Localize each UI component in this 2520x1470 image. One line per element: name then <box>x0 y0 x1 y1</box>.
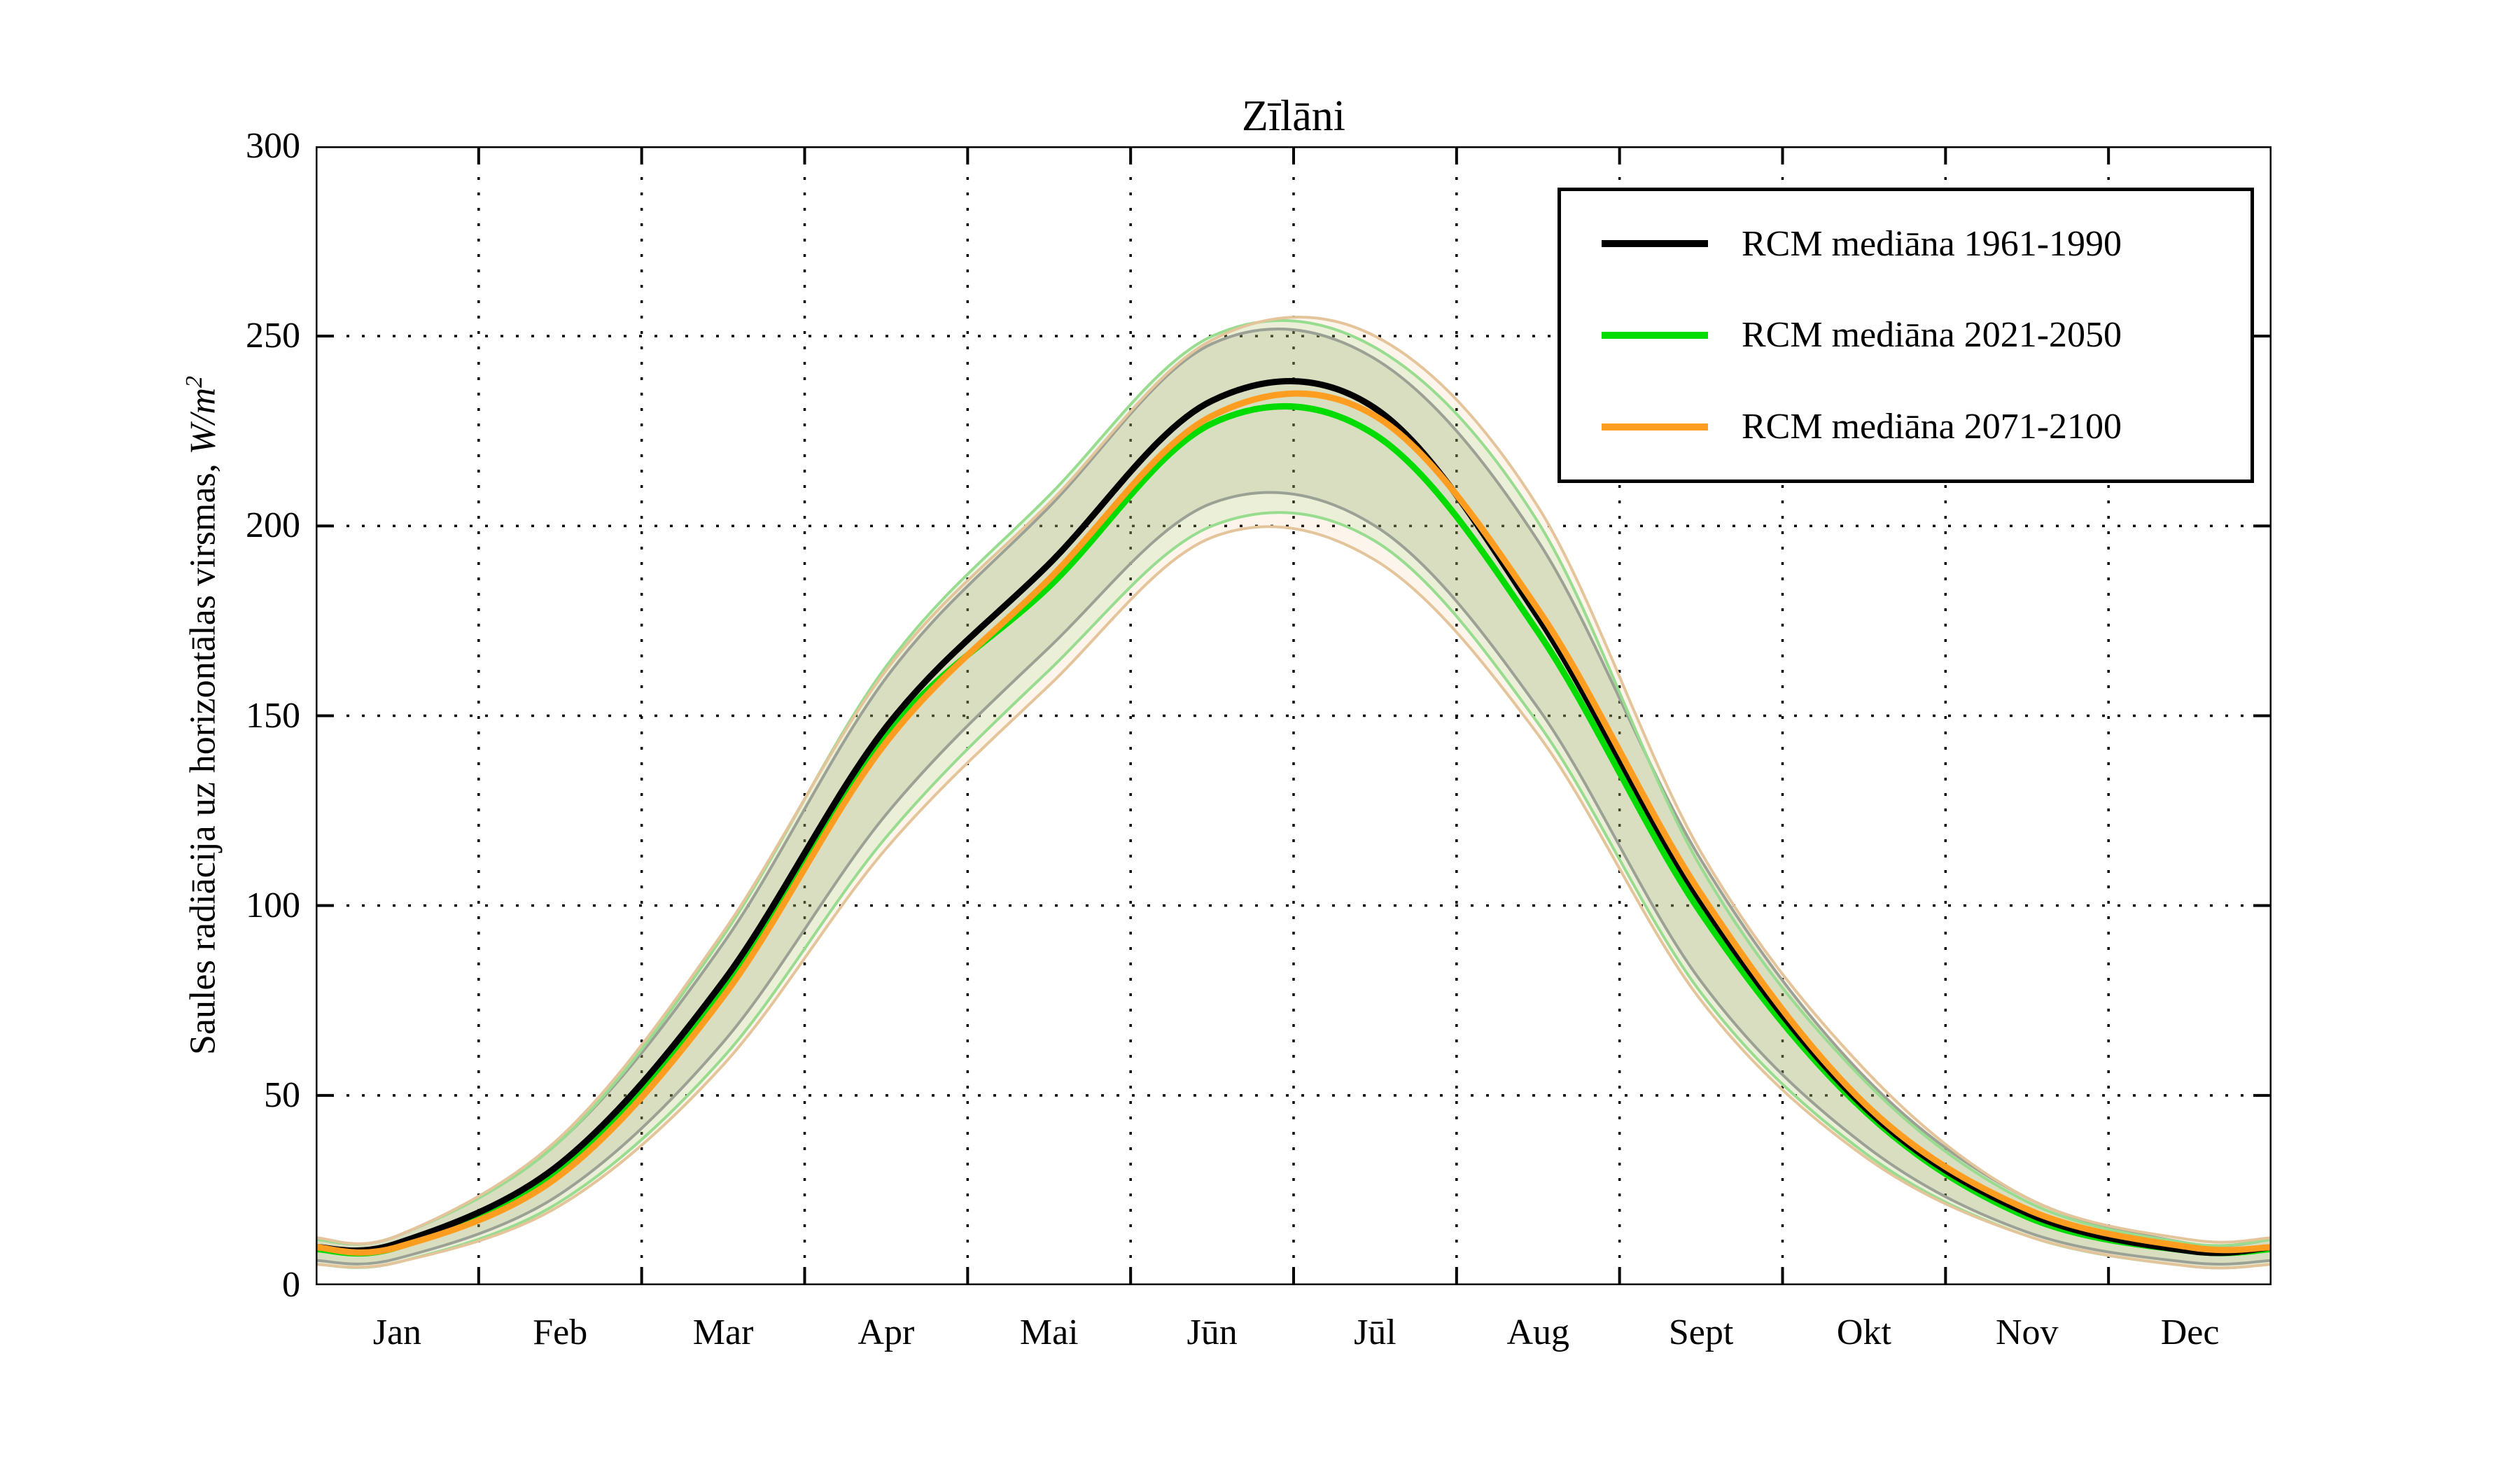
y-tick-label: 100 <box>246 885 300 925</box>
x-tick-label: Okt <box>1836 1312 1891 1352</box>
band-upper-envelope <box>316 316 2272 1245</box>
y-axis-unit: W/m <box>183 387 223 455</box>
band-upper-envelope <box>316 328 2272 1247</box>
plot-area <box>316 146 2272 1285</box>
y-tick-label: 150 <box>246 695 300 736</box>
y-tick-label: 50 <box>264 1074 300 1115</box>
x-tick-label: Dec <box>2160 1312 2220 1352</box>
band-upper-envelope <box>316 318 2272 1247</box>
y-tick-label: 0 <box>282 1265 300 1305</box>
legend-item: RCM mediāna 2021-2050 <box>1602 314 2250 356</box>
legend-item: RCM mediāna 1961-1990 <box>1602 223 2250 265</box>
x-tick-label: Jan <box>372 1312 422 1352</box>
x-tick-label: Aug <box>1506 1312 1570 1352</box>
x-tick-label: Mai <box>1019 1312 1079 1352</box>
uncertainty-band <box>316 320 2272 1268</box>
chart-title: Zīlāni <box>1241 92 1346 140</box>
band-lower-envelope <box>316 491 2272 1266</box>
x-tick-label: Jūn <box>1186 1312 1238 1352</box>
x-tick-label: Mar <box>692 1312 754 1352</box>
legend-item: RCM mediāna 2071-2100 <box>1602 406 2250 447</box>
legend-label: RCM mediāna 2021-2050 <box>1742 315 2122 356</box>
y-axis-unit-exponent: 2 <box>181 375 207 388</box>
uncertainty-band <box>316 328 2272 1264</box>
band-lower-envelope <box>316 511 2272 1270</box>
y-tick-label: 300 <box>246 126 300 166</box>
x-tick-label: Sept <box>1668 1312 1734 1352</box>
legend-line-swatch <box>1602 331 1708 339</box>
x-tick-label: Apr <box>858 1312 915 1352</box>
band-lower-envelope <box>316 525 2272 1270</box>
x-tick-label: Feb <box>533 1312 588 1352</box>
legend: RCM mediāna 1961-1990 RCM mediāna 2021-20… <box>1558 188 2254 483</box>
legend-label: RCM mediāna 1961-1990 <box>1742 223 2122 264</box>
y-tick-label: 250 <box>246 316 300 356</box>
plot-canvas <box>316 146 2272 1285</box>
uncertainty-band <box>316 316 2272 1268</box>
legend-line-swatch <box>1602 423 1708 430</box>
legend-label: RCM mediāna 2071-2100 <box>1742 407 2122 447</box>
legend-line-swatch <box>1602 240 1708 248</box>
y-tick-label: 200 <box>246 505 300 546</box>
x-tick-label: Jūl <box>1354 1312 1396 1352</box>
median-line-2071-2100 <box>316 390 2272 1256</box>
x-tick-label: Nov <box>1995 1312 2059 1352</box>
